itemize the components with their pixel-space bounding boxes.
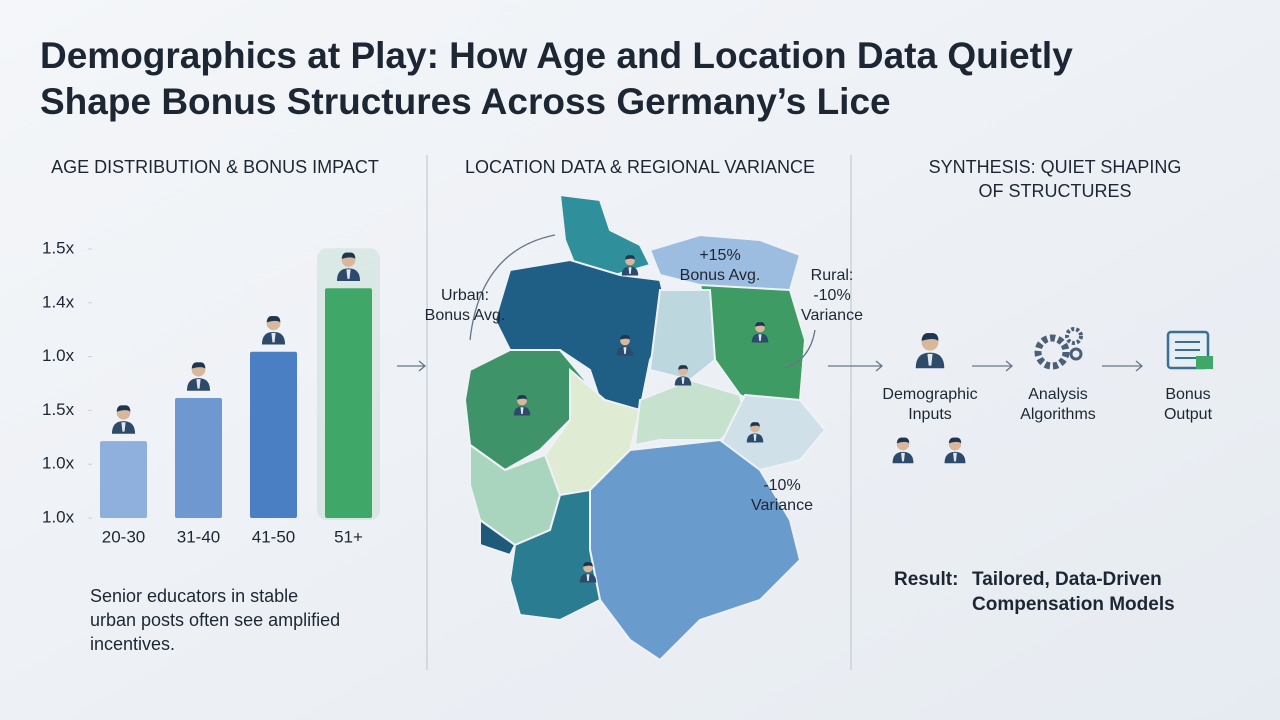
bar: [175, 398, 222, 518]
person-icon: [513, 395, 531, 416]
map-annotation: Bonus Avg.: [425, 307, 506, 324]
person-icon: [616, 335, 634, 356]
person-tie: [681, 377, 685, 384]
gear-icon: [1034, 327, 1083, 370]
y-tick-label: 1.0x: [42, 507, 75, 526]
person-icon: [111, 405, 136, 434]
person-hair: [896, 437, 910, 444]
person-hair: [948, 437, 962, 444]
section-title: AGE DISTRIBUTION & BONUS IMPACT: [51, 157, 379, 177]
step-label: Demographic: [882, 386, 977, 403]
gear: [1069, 347, 1083, 361]
person-icon: [621, 255, 639, 276]
gear: [1034, 334, 1070, 370]
person-hair: [755, 322, 765, 327]
person-hair: [191, 362, 206, 369]
bar: [100, 441, 147, 518]
person-tie: [196, 379, 201, 389]
map-annotation: Variance: [801, 307, 863, 324]
person-icon: [915, 332, 945, 369]
map-annotation: +15%: [699, 247, 740, 264]
step-label: Algorithms: [1020, 406, 1096, 423]
section-title: LOCATION DATA & REGIONAL VARIANCE: [465, 157, 815, 177]
map-annotation: Rural:: [811, 267, 854, 284]
person-icon: [892, 437, 914, 464]
caption: incentives.: [90, 634, 175, 654]
y-tick-label: 1.5x: [42, 400, 75, 419]
x-tick-label: 41-50: [252, 527, 295, 546]
person-tie: [271, 332, 276, 343]
person-tie: [927, 353, 933, 366]
person-icon: [944, 437, 966, 464]
map-annotation: -10%: [813, 287, 850, 304]
flow-arrows: [397, 234, 1144, 372]
person-icon: [261, 315, 286, 345]
person-tie: [520, 407, 524, 414]
map-annotation: Urban:: [441, 287, 489, 304]
person-hair: [266, 315, 281, 323]
gear: [1065, 327, 1083, 345]
person-icon: [186, 362, 211, 391]
person-icon: [746, 422, 764, 443]
person-tie: [586, 574, 590, 581]
person-tie: [121, 422, 126, 432]
section-title: SYNTHESIS: QUIET SHAPING: [929, 157, 1182, 177]
map-annotation: Variance: [751, 497, 813, 514]
person-tie: [623, 347, 627, 354]
result-text: Compensation Models: [972, 594, 1175, 615]
person-hair: [341, 252, 356, 259]
envelope-icon: [1196, 356, 1213, 369]
result-text: Tailored, Data-Driven: [972, 569, 1162, 590]
person-hair: [625, 255, 635, 260]
person-hair: [678, 365, 688, 370]
x-tick-label: 51+: [334, 527, 363, 546]
x-tick-label: 20-30: [102, 527, 145, 546]
person-icon: [579, 562, 597, 583]
person-hair: [517, 395, 527, 400]
person-hair: [750, 422, 760, 427]
person-hair: [583, 562, 593, 567]
person-icon: [674, 365, 692, 386]
step-label: Inputs: [908, 406, 952, 423]
person-tie: [346, 269, 351, 279]
step-label: Analysis: [1028, 386, 1088, 403]
title-line: Shape Bonus Structures Across Germany’s …: [40, 81, 891, 122]
section-title: OF STRUCTURES: [979, 181, 1132, 201]
person-tie: [753, 434, 757, 441]
person-tie: [901, 452, 905, 462]
caption: urban posts often see amplified: [90, 610, 340, 630]
y-tick-label: 1.5x: [42, 238, 75, 257]
map-annotation: -10%: [763, 477, 800, 494]
map-annotation: Bonus Avg.: [680, 267, 761, 284]
y-tick-label: 1.0x: [42, 454, 75, 473]
step-label: Output: [1164, 406, 1213, 423]
y-tick-label: 1.4x: [42, 292, 75, 311]
person-tie: [628, 267, 632, 274]
bar: [325, 288, 372, 518]
step-label: Bonus: [1165, 386, 1210, 403]
x-tick-label: 31-40: [177, 527, 220, 546]
person-icon: [336, 252, 361, 281]
person-hair: [116, 405, 131, 412]
person-tie: [953, 452, 957, 462]
caption: Senior educators in stable: [90, 586, 298, 606]
y-tick-label: 1.0x: [42, 346, 75, 365]
person-tie: [758, 334, 762, 341]
person-hair: [620, 335, 630, 340]
bar: [250, 351, 297, 518]
title-line: Demographics at Play: How Age and Locati…: [40, 35, 1073, 76]
person-icon: [751, 322, 769, 343]
result-label: Result:: [894, 569, 958, 590]
person-hair: [921, 332, 939, 341]
